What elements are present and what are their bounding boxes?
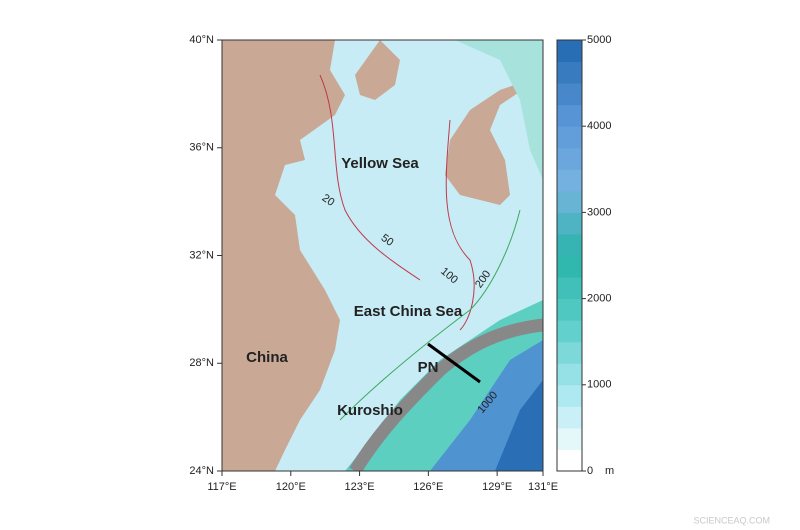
label: Yellow Sea [341, 155, 419, 172]
contour-200 [339, 209, 521, 421]
x-tick-label: 120°E [276, 481, 306, 493]
colorbar-unit: m [605, 465, 614, 477]
colorbar-segment [557, 233, 582, 256]
label: East China Sea [354, 303, 463, 320]
contour-label: 20 [320, 192, 337, 209]
kuroshio-path [349, 318, 543, 471]
sea-japan [455, 40, 543, 180]
label: China [246, 349, 288, 366]
colorbar-segment [557, 320, 582, 343]
colorbar-segment [557, 147, 582, 170]
colorbar-segment [557, 212, 582, 235]
colorbar-segment [557, 406, 582, 429]
colorbar-segment [557, 427, 582, 450]
colorbar-segment [557, 104, 582, 127]
colorbar-segment [557, 169, 582, 192]
pn-section [427, 342, 481, 384]
y-tick-label: 28°N [189, 357, 214, 369]
colorbar-segment [557, 298, 582, 321]
x-tick-label: 129°E [482, 481, 512, 493]
colorbar-tick-label: 0 [587, 465, 593, 477]
colorbar-segment [557, 40, 582, 63]
y-tick-label: 40°N [189, 34, 214, 46]
colorbar-segment [557, 449, 582, 472]
deeper-ocean [495, 380, 543, 471]
y-tick-label: 24°N [189, 465, 214, 477]
colorbar-segment [557, 363, 582, 386]
colorbar-segment [557, 126, 582, 149]
x-tick-label: 126°E [413, 481, 443, 493]
land-china [222, 40, 345, 471]
label: Kuroshio [337, 402, 403, 419]
colorbar-tick-label: 3000 [587, 206, 611, 218]
y-tick-label: 32°N [189, 249, 214, 261]
watermark: SCIENCEAQ.COM [693, 515, 770, 525]
contour-100 [445, 119, 475, 331]
colorbar-segment [557, 83, 582, 106]
colorbar-segment [557, 255, 582, 278]
x-tick-label: 117°E [207, 481, 236, 493]
label: PN [418, 359, 439, 376]
x-tick-label: 123°E [345, 481, 375, 493]
colorbar-tick-label: 1000 [587, 379, 611, 391]
land-korea [420, 40, 543, 205]
colorbar-tick-label: 5000 [587, 34, 611, 46]
y-tick-label: 36°N [189, 142, 214, 154]
x-tick-label: 131°E [528, 481, 558, 493]
colorbar-segment [557, 190, 582, 213]
map-area [222, 40, 543, 471]
colorbar-tick-label: 2000 [587, 293, 611, 305]
colorbar-segment [557, 61, 582, 84]
contour-50 [319, 74, 421, 281]
colorbar-segment [557, 384, 582, 407]
contour-label: 50 [379, 232, 396, 249]
colorbar-segment [557, 341, 582, 364]
colorbar-tick-label: 4000 [587, 120, 611, 132]
land-liaodong [355, 40, 400, 100]
colorbar-segment [557, 277, 582, 300]
colorbar-frame [556, 39, 583, 472]
